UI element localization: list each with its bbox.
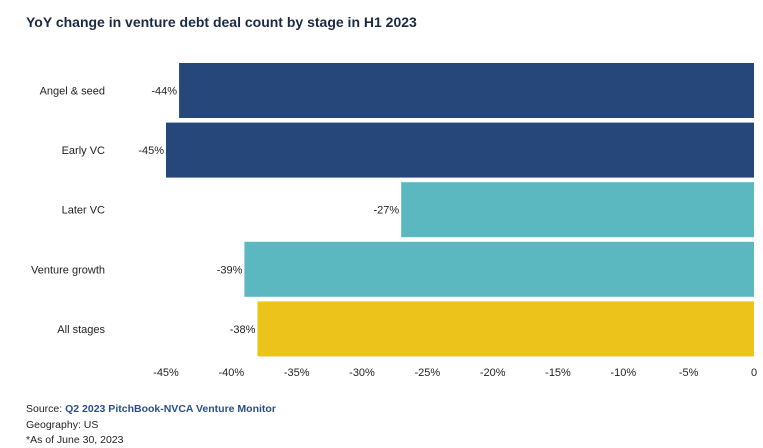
bar-2	[401, 182, 754, 238]
x-tick-label-3: -30%	[349, 367, 375, 379]
x-tick-label-9: 0	[751, 367, 757, 379]
x-tick-label-4: -25%	[414, 367, 440, 379]
bar-1	[166, 122, 754, 178]
as-of-note: *As of June 30, 2023	[26, 434, 124, 446]
category-label-3: Venture growth	[31, 264, 105, 276]
x-tick-label-7: -10%	[610, 367, 636, 379]
data-label-0: -44%	[151, 86, 177, 98]
bar-0	[179, 63, 755, 118]
category-label-4: All stages	[57, 324, 105, 336]
data-label-4: -38%	[230, 324, 256, 336]
source-link[interactable]: Q2 2023 PitchBook-NVCA Venture Monitor	[65, 403, 276, 415]
source-prefix: Source:	[26, 403, 66, 415]
bar-3	[244, 241, 754, 297]
data-label-2: -27%	[374, 205, 400, 217]
source-line: Source: Q2 2023 PitchBook-NVCA Venture M…	[26, 403, 276, 415]
chart-title: YoY change in venture debt deal count by…	[26, 14, 417, 30]
category-label-2: Later VC	[62, 205, 105, 217]
x-tick-label-8: -5%	[679, 367, 699, 379]
x-tick-label-5: -20%	[480, 367, 506, 379]
x-tick-label-2: -35%	[284, 367, 310, 379]
data-label-1: -45%	[138, 145, 164, 157]
category-label-1: Early VC	[62, 145, 105, 157]
x-tick-label-6: -15%	[545, 367, 571, 379]
x-tick-label-0: -45%	[153, 367, 179, 379]
bar-chart: Angel & seed -44% Early VC -45% Later VC -27%…	[31, 63, 757, 379]
x-tick-label-1: -40%	[218, 367, 244, 379]
bar-4	[257, 301, 754, 357]
category-label-0: Angel & seed	[40, 86, 105, 98]
geography-note: Geography: US	[26, 419, 99, 431]
data-label-3: -39%	[217, 264, 243, 276]
